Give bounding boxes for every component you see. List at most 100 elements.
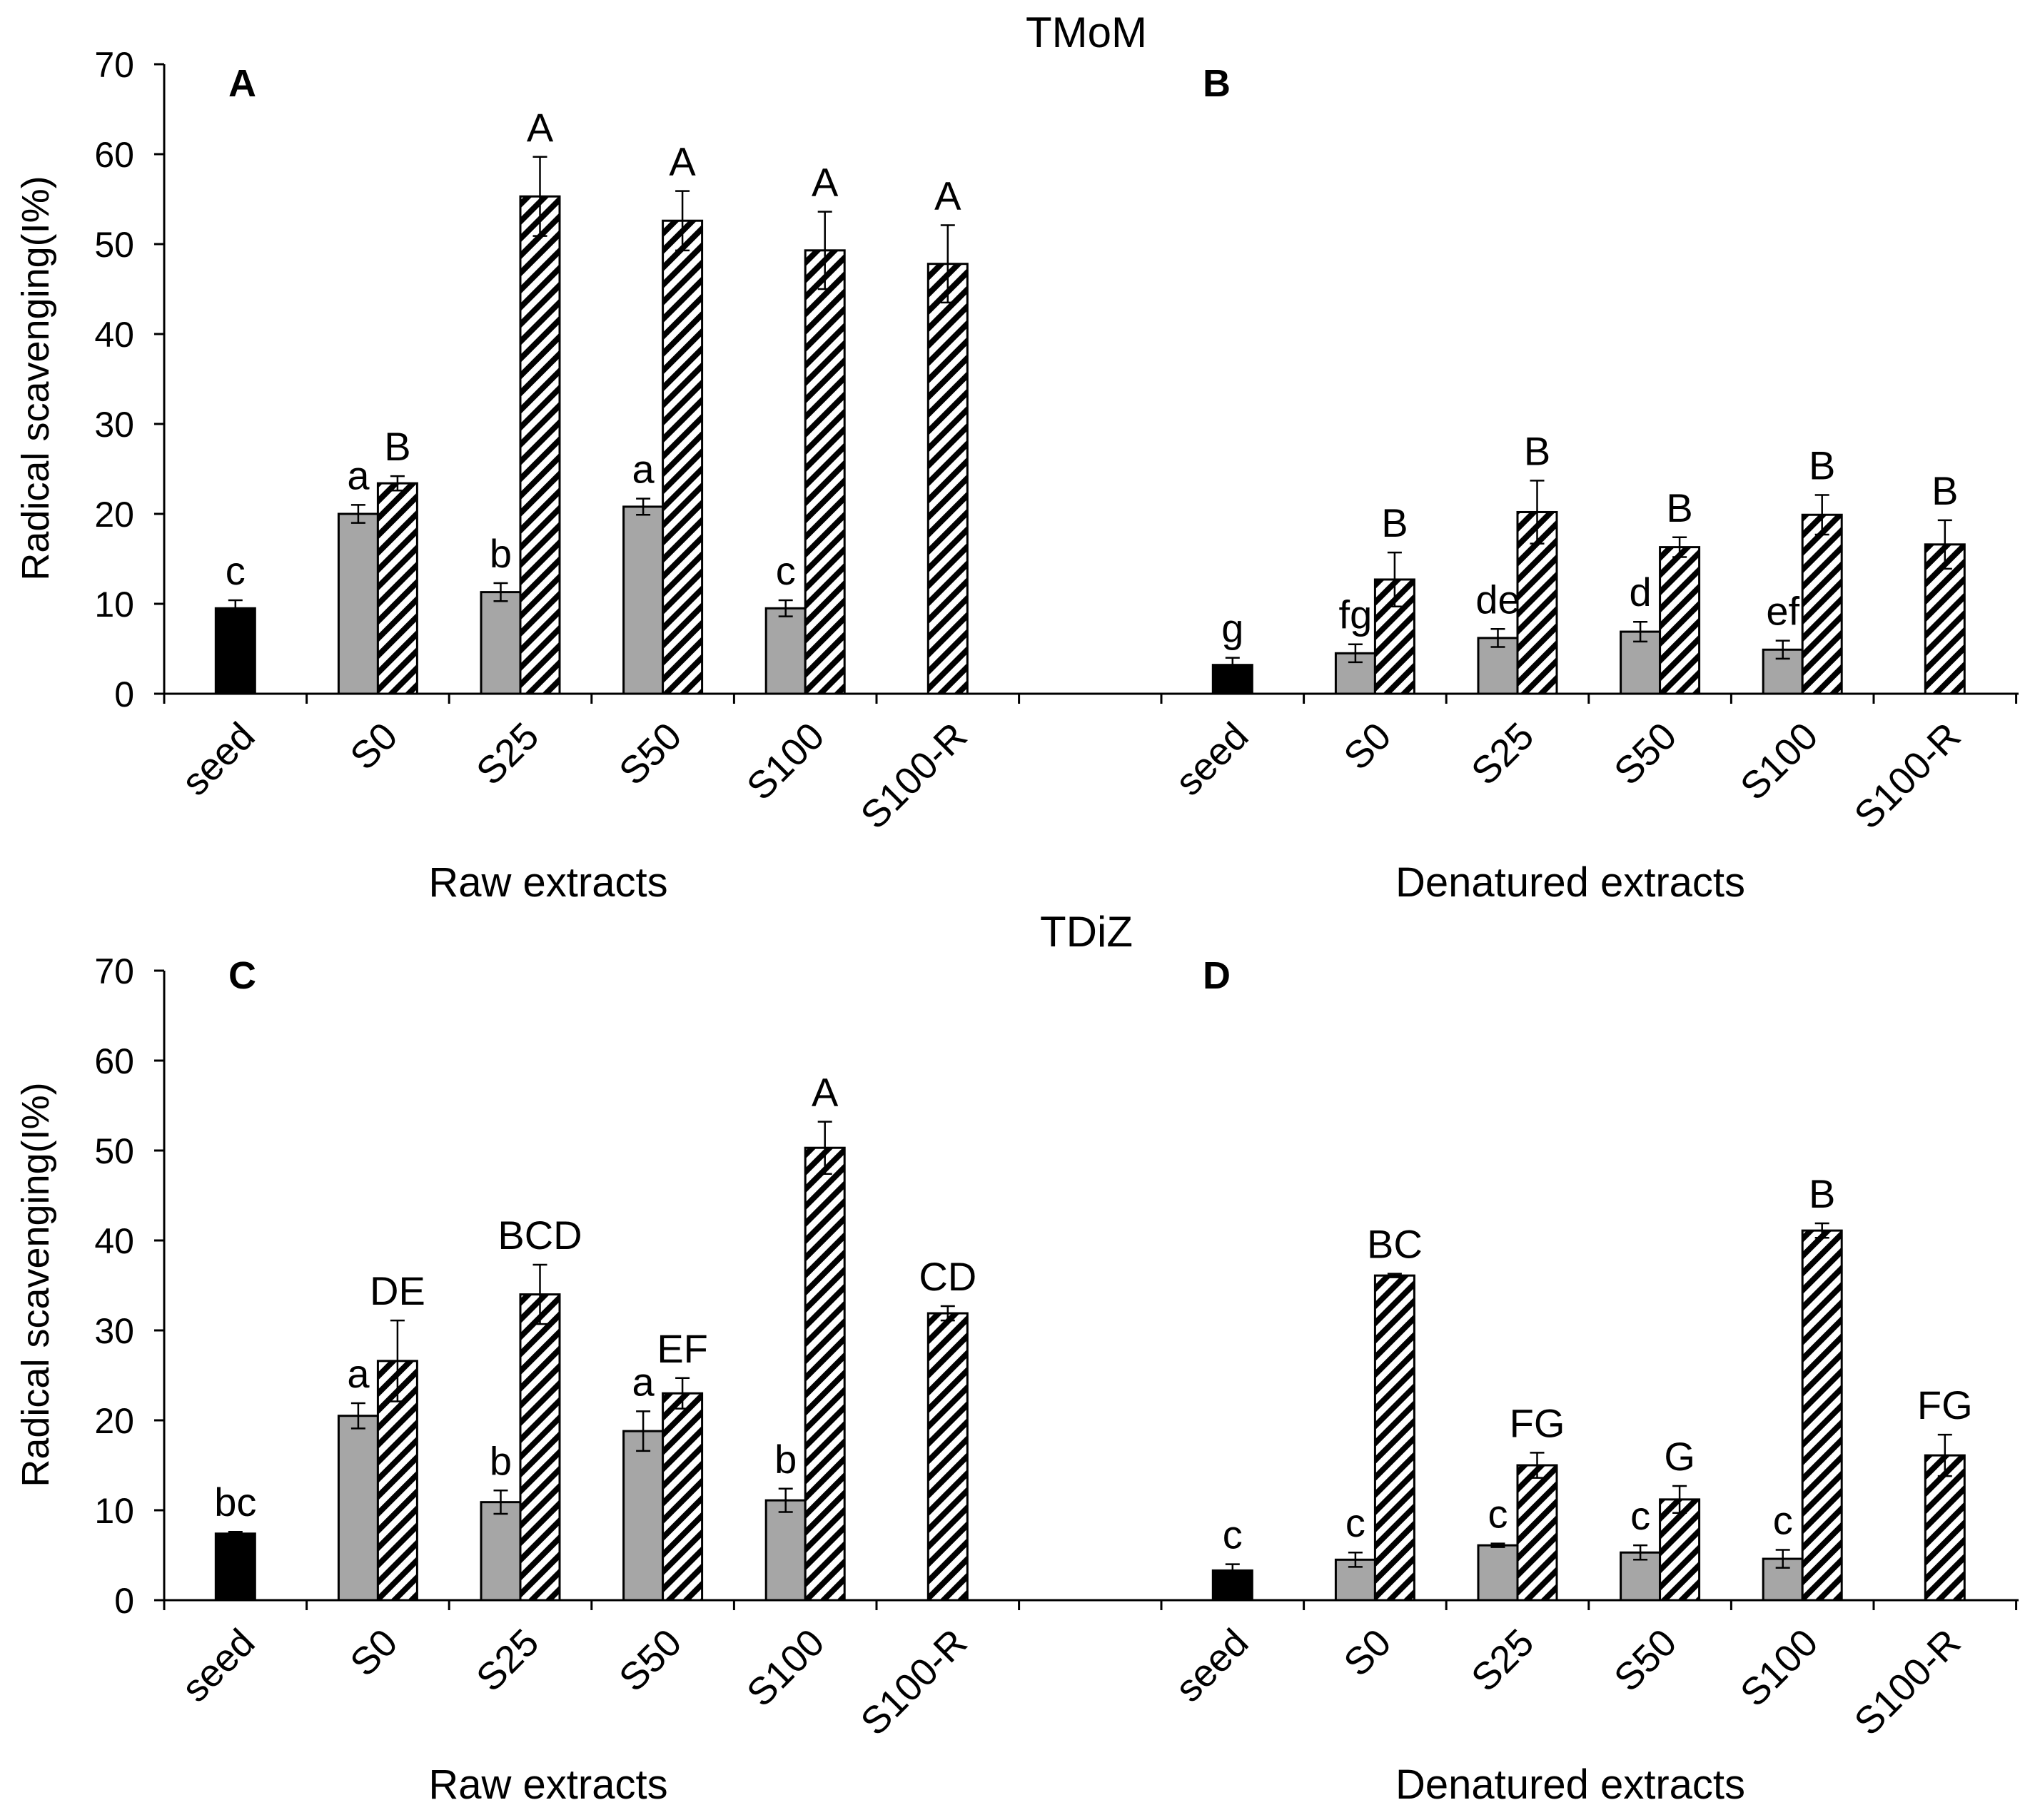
significance-label: c: [1773, 1497, 1793, 1542]
x-tick-label: seed: [173, 714, 263, 804]
y-tick-label: 60: [94, 1041, 134, 1081]
significance-label: g: [1221, 606, 1243, 651]
bar-gray: [622, 505, 665, 695]
panel-letter-b: B: [1203, 62, 1231, 105]
significance-label: d: [1630, 570, 1652, 615]
significance-label: BCD: [498, 1213, 582, 1258]
x-tick-label: S25: [468, 1621, 547, 1699]
x-tick-label: S0: [342, 714, 405, 778]
y-tick-labels: 0 10 20 30 40 50 60 70: [94, 951, 134, 1621]
x-tick-label: S100-R: [1847, 714, 1969, 837]
significance-label: B: [1666, 485, 1692, 530]
bar-hatched: [376, 1360, 418, 1602]
x-tick-label: S100: [739, 1621, 833, 1715]
bar-hatched: [804, 249, 846, 695]
significance-label: B: [1809, 1171, 1835, 1216]
x-tick-label: S50: [1606, 1621, 1685, 1699]
significance-label: b: [774, 1437, 797, 1482]
significance-label: de: [1475, 577, 1520, 622]
significance-label: BC: [1367, 1222, 1423, 1267]
x-tick-label: S25: [1463, 714, 1542, 793]
significance-label: b: [490, 1438, 512, 1483]
x-tick-label: seed: [1167, 1621, 1256, 1710]
significance-label: a: [347, 453, 370, 497]
y-axis-label: Radical scavenging(I%): [14, 1082, 57, 1487]
x-tick-label: S100-R: [853, 1621, 976, 1744]
bar-hatched: [926, 263, 969, 695]
significance-label: G: [1664, 1434, 1695, 1479]
x-axis-label-raw: Raw extracts: [428, 859, 667, 906]
significance-label: CD: [919, 1254, 976, 1299]
significance-label: B: [1931, 468, 1958, 513]
y-tick-label: 50: [94, 225, 134, 265]
bar-hatched: [662, 1392, 704, 1602]
x-tick-label: S100: [739, 714, 833, 809]
x-tick-label: S50: [611, 1621, 690, 1699]
significance-label: fg: [1339, 592, 1373, 637]
bar-hatched: [519, 1293, 561, 1602]
bar-gray: [1477, 1544, 1519, 1602]
y-tick-label: 70: [94, 951, 134, 991]
bar-gray: [622, 1430, 665, 1602]
panel-letter-a: A: [228, 62, 256, 105]
significance-label: c: [1345, 1500, 1365, 1545]
x-tick-label: S50: [1606, 714, 1685, 793]
significance-label: A: [812, 160, 839, 205]
y-tick-label: 60: [94, 135, 134, 175]
significance-label: B: [1524, 428, 1550, 473]
x-tick-label: seed: [1167, 714, 1256, 804]
x-axis-label-raw: Raw extracts: [428, 1761, 667, 1808]
bar-hatched: [1516, 1464, 1558, 1602]
y-tick-label: 0: [114, 674, 134, 714]
significance-label: A: [527, 105, 554, 150]
x-tick-label: S25: [468, 714, 547, 793]
x-axis-label-denatured: Denatured extracts: [1395, 1761, 1745, 1808]
bar-hatched: [662, 219, 704, 695]
significance-label: DE: [370, 1268, 425, 1313]
significance-label: EF: [657, 1326, 708, 1371]
bar-seed: [214, 1532, 256, 1602]
significance-label: bc: [214, 1480, 256, 1525]
x-tick-label: S25: [1463, 1621, 1542, 1699]
significance-label: FG: [1510, 1400, 1565, 1445]
chart-title: TDiZ: [1040, 908, 1133, 956]
x-tick-label: seed: [173, 1621, 263, 1710]
bar-hatched: [1373, 1274, 1415, 1602]
x-tick-label: S100-R: [853, 714, 976, 837]
significance-label: a: [632, 447, 655, 492]
significance-label: A: [812, 1070, 839, 1115]
x-tick-label: S0: [1335, 714, 1399, 778]
y-tick-label: 20: [94, 1401, 134, 1441]
y-tick-label: 70: [94, 45, 134, 85]
x-tick-label: S100-R: [1847, 1621, 1969, 1744]
y-tick-label: 40: [94, 1221, 134, 1261]
significance-label: A: [934, 173, 961, 218]
panel-letter-c: C: [228, 954, 256, 997]
x-tick-label: S0: [1335, 1621, 1399, 1684]
significance-label: a: [632, 1359, 655, 1404]
bar-seed: [214, 607, 256, 695]
bar-seed: [1211, 664, 1253, 695]
bar-gray: [480, 591, 522, 695]
y-axis-ticks: [154, 969, 164, 1602]
chart-title: TMoM: [1026, 9, 1147, 56]
x-tick-label: S50: [611, 714, 690, 793]
bar-hatched: [926, 1312, 969, 1602]
significance-label: B: [1809, 443, 1835, 488]
bar-gray: [337, 1415, 379, 1602]
x-axis-label-denatured: Denatured extracts: [1395, 859, 1745, 906]
significance-label: A: [669, 139, 696, 184]
y-tick-labels: 0 10 20 30 40 50 60 70: [94, 45, 134, 714]
x-tick-labels: seed S0 S25 S50 S100 S100-R seed S0 S25 …: [173, 1621, 1969, 1744]
significance-label: B: [384, 424, 410, 469]
bar-hatched: [1659, 1498, 1701, 1602]
bar-hatched: [1801, 1229, 1843, 1602]
y-tick-label: 0: [114, 1581, 134, 1621]
x-tick-label: S100: [1732, 1621, 1827, 1715]
y-tick-label: 10: [94, 1491, 134, 1531]
significance-label: a: [347, 1351, 370, 1396]
y-tick-label: 50: [94, 1131, 134, 1171]
